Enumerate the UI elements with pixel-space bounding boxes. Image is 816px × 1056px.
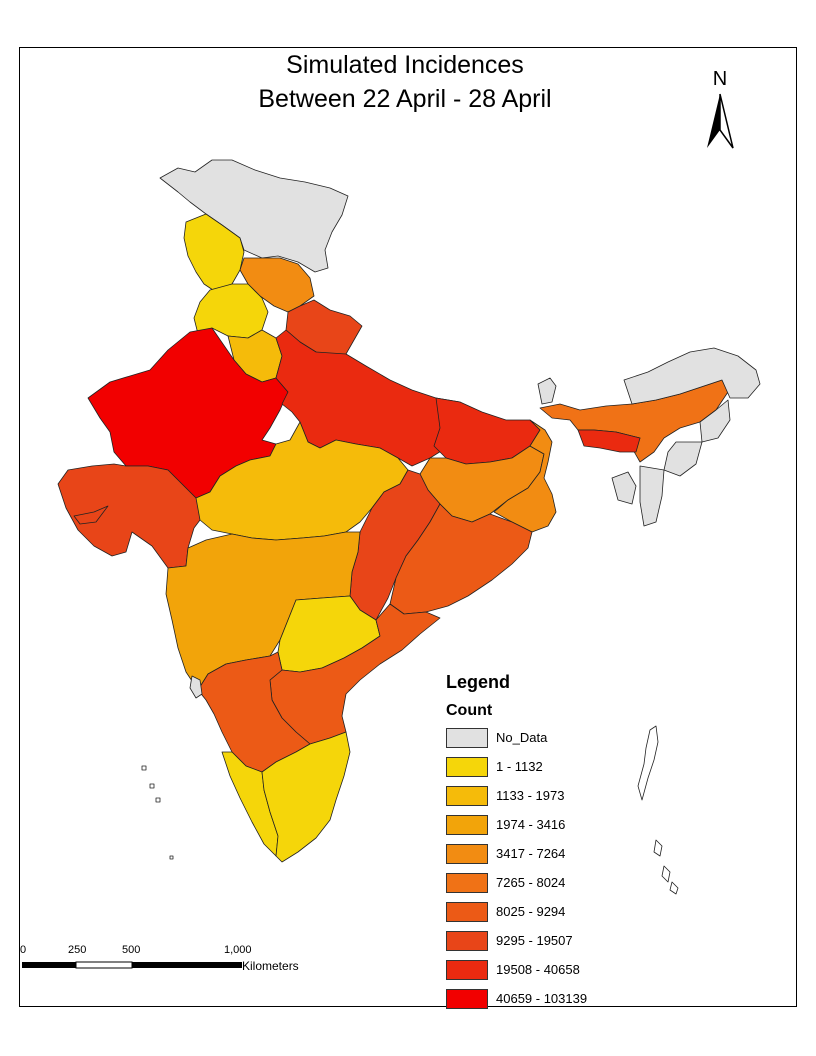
legend-label: 3417 - 7264 [496, 846, 566, 861]
region-gujarat [57, 463, 207, 569]
region-mizoram [639, 465, 665, 527]
legend-label: No_Data [496, 730, 548, 745]
region-goa [189, 675, 203, 699]
north-label: N [712, 68, 728, 90]
region-uttar-pradesh [275, 329, 475, 467]
region-odisha [389, 503, 533, 615]
legend-swatch [446, 815, 488, 835]
legend-label: 9295 - 19507 [496, 933, 573, 948]
map-frame [19, 47, 797, 1007]
scale-units: Kilometers [242, 959, 299, 973]
region-tripura [611, 471, 637, 505]
map-title: Simulated Incidences [286, 51, 524, 79]
scale-tick: 500 [122, 944, 141, 956]
scale-bar-graphic [22, 961, 242, 969]
legend-swatch [446, 757, 488, 777]
legend-swatch [446, 873, 488, 893]
legend-swatch [446, 960, 488, 980]
region-lakshadweep [141, 765, 174, 860]
legend-label: 1 - 1132 [496, 759, 543, 774]
scale-tick: 0 [20, 944, 27, 956]
legend-label: 8025 - 9294 [496, 904, 566, 919]
region-tamil-nadu [261, 731, 351, 863]
legend-swatch [446, 989, 488, 1009]
legend-swatch [446, 786, 488, 806]
scale-bar: 0 250 500 1,000 Kilometers [20, 944, 320, 980]
legend-swatch [446, 931, 488, 951]
region-nicobar-islands [653, 839, 679, 895]
scale-tick: 250 [68, 944, 87, 956]
scale-tick: 1,000 [224, 944, 252, 956]
legend-label: 1974 - 3416 [496, 817, 566, 832]
legend-swatch [446, 844, 488, 864]
legend-label: 19508 - 40658 [496, 962, 580, 977]
region-karnataka [197, 651, 311, 773]
legend-title: Legend [446, 672, 511, 692]
region-arunachal-pradesh [623, 347, 761, 405]
region-andaman-islands [637, 725, 659, 801]
region-meghalaya [577, 429, 641, 453]
north-arrow-icon [707, 93, 734, 149]
legend-swatch [446, 728, 488, 748]
north-arrow: N [697, 68, 743, 154]
legend-label: 40659 - 103139 [496, 991, 588, 1006]
region-manipur [663, 441, 703, 477]
legend-label: 7265 - 8024 [496, 875, 566, 890]
legend-swatch [446, 902, 488, 922]
legend-subtitle: Count [446, 702, 493, 719]
map-subtitle: Between 22 April - 28 April [258, 85, 552, 113]
legend-label: 1133 - 1973 [496, 788, 565, 803]
region-sikkim [537, 377, 557, 405]
